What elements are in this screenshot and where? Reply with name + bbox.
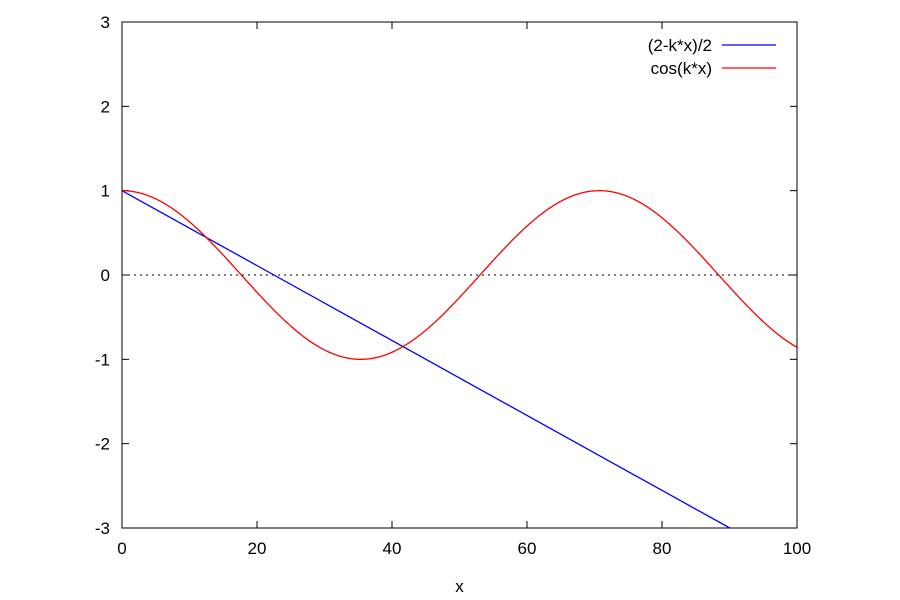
y-tick-label: 0 bbox=[101, 266, 110, 285]
x-tick-label: 80 bbox=[653, 539, 672, 558]
x-axis-title: x bbox=[455, 577, 464, 596]
y-tick-label: -2 bbox=[95, 435, 110, 454]
y-tick-label: 3 bbox=[101, 13, 110, 32]
x-tick-label: 100 bbox=[783, 539, 811, 558]
series-line-1 bbox=[122, 190, 731, 528]
x-tick-label: 0 bbox=[117, 539, 126, 558]
y-tick-label: 1 bbox=[101, 182, 110, 201]
legend: (2-k*x)/2 cos(k*x) bbox=[648, 36, 776, 78]
x-tick-label: 60 bbox=[518, 539, 537, 558]
x-tick-label: 20 bbox=[248, 539, 267, 558]
legend-label-2: cos(k*x) bbox=[651, 59, 712, 78]
tick-labels-layer: 0 20 40 60 80 100 -3 -2 -1 0 1 2 3 bbox=[95, 13, 811, 558]
y-tick-label: 2 bbox=[101, 97, 110, 116]
plot-frame bbox=[121, 21, 798, 529]
legend-label-1: (2-k*x)/2 bbox=[648, 36, 712, 55]
series-layer bbox=[122, 190, 797, 528]
y-tick-label: -1 bbox=[95, 350, 110, 369]
y-tick-label: -3 bbox=[95, 519, 110, 538]
series-line-2 bbox=[122, 190, 797, 360]
x-tick-label: 40 bbox=[383, 539, 402, 558]
